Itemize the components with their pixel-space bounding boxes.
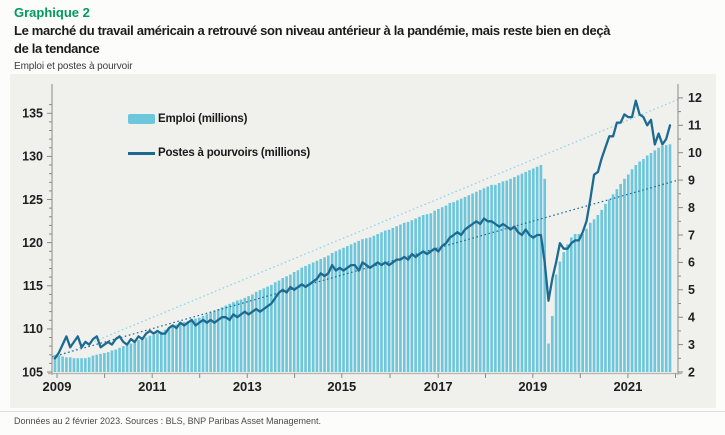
right-axis-tick-label: 7 <box>688 228 695 242</box>
source-note: Données au 2 février 2023. Sources : BLS… <box>14 416 322 426</box>
right-axis-tick-label: 8 <box>688 201 695 215</box>
right-axis-tick-label: 12 <box>688 91 702 105</box>
left-axis-tick-label: 120 <box>22 236 43 250</box>
right-axis-tick-label: 2 <box>688 365 695 379</box>
openings-trend-line <box>51 179 679 358</box>
x-axis-tick-label: 2017 <box>424 379 453 394</box>
figure-subtitle: Emploi et postes à pourvoir <box>14 61 133 72</box>
left-axis-tick-label: 125 <box>22 193 43 207</box>
right-axis-tick-label: 3 <box>688 338 695 352</box>
axes <box>48 84 682 375</box>
legend-line-swatch <box>128 151 155 155</box>
x-axis-tick-label: 2009 <box>43 379 72 394</box>
figure-title: Le marché du travail américain a retrouv… <box>14 23 611 56</box>
x-axis-tick-label: 2013 <box>233 379 262 394</box>
chart-legend: Emploi (millions) Postes à pourvoirs (mi… <box>128 110 310 178</box>
openings-line <box>53 99 672 360</box>
legend-item-emploi: Emploi (millions) <box>128 110 310 128</box>
right-axis-tick-label: 11 <box>688 119 701 133</box>
legend-label-emploi: Emploi (millions) <box>158 113 248 125</box>
legend-item-postes: Postes à pourvoirs (millions) <box>128 144 310 162</box>
right-axis-tick-label: 5 <box>688 283 695 297</box>
right-axis-tick-label: 9 <box>688 173 695 187</box>
x-axis-tick-label: 2019 <box>518 379 547 394</box>
left-axis-tick-label: 135 <box>22 107 43 121</box>
employment-bars <box>53 144 672 373</box>
left-axis: 105 110 115 120 125 130 135 <box>22 104 52 379</box>
x-axis-tick-label: 2021 <box>613 379 642 394</box>
figure-tag: Graphique 2 <box>14 5 90 20</box>
chart-panel: 105 110 115 120 125 130 135 2 3 4 5 6 7 8 9 10 11 12 2009 2… <box>10 74 716 408</box>
footer-divider <box>0 411 725 412</box>
left-axis-tick-label: 110 <box>23 322 43 336</box>
right-axis-tick-label: 10 <box>688 146 702 160</box>
right-axis-tick-label: 6 <box>688 256 695 270</box>
legend-bar-swatch <box>128 114 155 124</box>
x-axis: 2009 2011 2013 2015 2017 2019 2021 <box>43 373 676 394</box>
right-axis: 2 3 4 5 6 7 8 9 10 11 12 <box>678 91 702 379</box>
left-axis-tick-label: 130 <box>22 150 43 164</box>
right-axis-tick-label: 4 <box>688 311 695 325</box>
figure-header: Graphique 2 Le marché du travail américa… <box>14 5 714 72</box>
x-axis-tick-label: 2011 <box>138 379 166 394</box>
x-axis-tick-label: 2015 <box>327 379 356 394</box>
legend-label-postes: Postes à pourvoirs (millions) <box>158 147 311 159</box>
left-axis-tick-label: 105 <box>22 365 43 379</box>
left-axis-tick-label: 115 <box>23 279 43 293</box>
